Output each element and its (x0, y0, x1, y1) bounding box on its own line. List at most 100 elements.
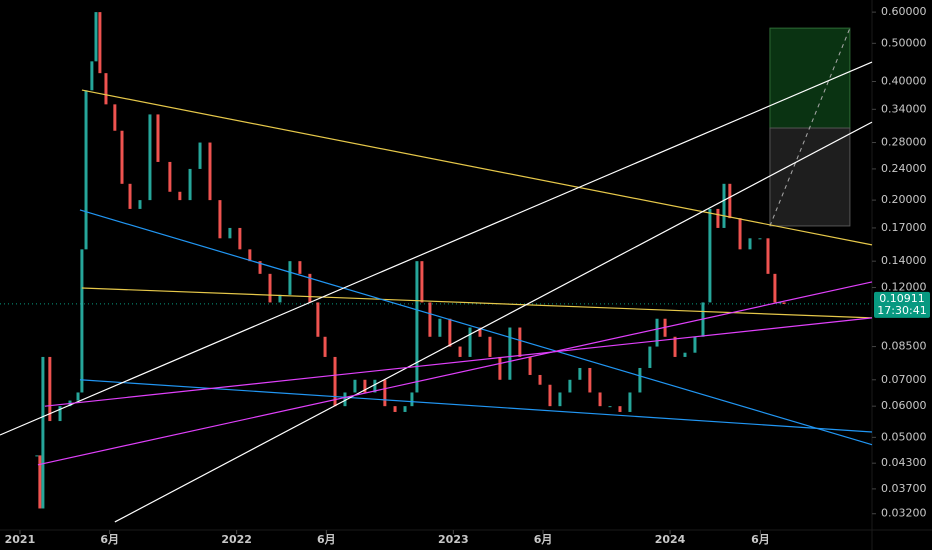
candle (258, 261, 262, 274)
candle (298, 261, 302, 274)
y-tick-label: 0.12000 (881, 281, 927, 294)
candle (701, 302, 705, 337)
candle (558, 392, 562, 407)
candle (722, 183, 726, 228)
y-tick-label: 0.03200 (881, 507, 927, 520)
y-tick-label: 0.14000 (881, 254, 927, 267)
candle (98, 12, 102, 74)
candle (538, 374, 542, 385)
candle (438, 318, 442, 337)
y-tick-label: 0.20000 (881, 193, 927, 206)
candle (716, 208, 720, 228)
candle (316, 302, 320, 337)
candle (383, 379, 387, 407)
y-tick-label: 0.05000 (881, 430, 927, 443)
candle (168, 161, 172, 192)
candle (76, 392, 80, 401)
candle (288, 261, 292, 295)
candle (420, 261, 424, 303)
candle (488, 336, 492, 357)
trend-line (81, 89, 873, 246)
candle (343, 392, 347, 407)
x-tick-label: 2023 (438, 533, 469, 546)
candle (618, 406, 622, 412)
x-tick-label: 2024 (655, 533, 686, 546)
candle (104, 73, 108, 105)
candle (693, 336, 697, 353)
candle (323, 336, 327, 357)
position-path (769, 27, 851, 227)
candle (41, 356, 45, 509)
candle (508, 327, 512, 380)
candle (766, 238, 770, 274)
candle (773, 273, 777, 303)
y-tick-label: 0.60000 (881, 5, 927, 18)
trend-line (37, 281, 873, 466)
x-tick-label: 6月 (534, 533, 553, 546)
x-tick-label: 2022 (221, 533, 252, 546)
trend-line (79, 209, 873, 446)
candle (728, 183, 732, 219)
candle (268, 273, 272, 303)
x-tick-label: 6月 (317, 533, 336, 546)
y-tick-label: 0.03700 (881, 482, 927, 495)
candle (278, 294, 282, 303)
candle (748, 238, 752, 250)
candle (448, 318, 452, 347)
x-tick-label: 6月 (751, 533, 770, 546)
candle (218, 200, 222, 239)
candle (588, 367, 592, 393)
y-tick-label: 0.04300 (881, 456, 927, 469)
candle (410, 392, 414, 407)
candle (138, 200, 142, 209)
trend-line (0, 61, 873, 436)
y-tick-label: 0.08500 (881, 340, 927, 353)
candle (128, 183, 132, 209)
candle (38, 455, 42, 509)
candle (708, 208, 712, 303)
candle (48, 356, 52, 422)
price-tag-countdown: 17:30:41 (877, 304, 926, 317)
candle (478, 327, 482, 337)
candle (238, 227, 242, 250)
candle (578, 367, 582, 380)
candle (758, 238, 762, 240)
candle (120, 130, 124, 184)
x-tick-label: 2021 (5, 533, 36, 546)
position-stop (769, 127, 851, 227)
candle (333, 356, 337, 407)
candle (113, 104, 117, 131)
y-tick-label: 0.28000 (881, 136, 927, 149)
y-tick-label: 0.24000 (881, 162, 927, 175)
trend-line (44, 317, 873, 407)
candle (156, 114, 160, 162)
y-tick-label: 0.40000 (881, 75, 927, 88)
candle (628, 392, 632, 412)
candle (428, 302, 432, 337)
trend-line (114, 121, 873, 523)
y-tick-label: 0.07000 (881, 373, 927, 386)
y-tick-label: 0.06000 (881, 399, 927, 412)
trend-line (81, 287, 873, 319)
candle (228, 227, 232, 239)
candle (548, 384, 552, 407)
candle (80, 249, 84, 393)
candle (373, 379, 377, 393)
candle (198, 142, 202, 169)
candle (528, 356, 532, 375)
candle (58, 406, 62, 422)
candle (353, 379, 357, 393)
candle (148, 114, 152, 201)
candle (35, 455, 39, 457)
candle (393, 406, 397, 412)
candle (648, 346, 652, 368)
candle (568, 379, 572, 393)
position-target (769, 27, 851, 129)
candle (458, 346, 462, 357)
candle (498, 356, 502, 380)
candle (518, 327, 522, 357)
candle (94, 12, 98, 62)
candle (84, 90, 88, 250)
candle (782, 302, 786, 304)
candle (178, 191, 182, 201)
